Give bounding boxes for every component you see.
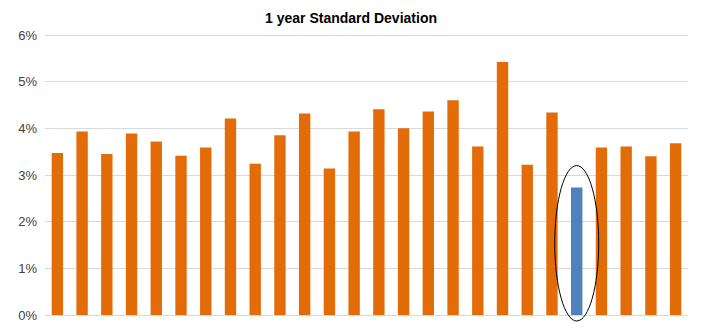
svg-text:1 year Standard Deviation: 1 year Standard Deviation [265,10,437,26]
svg-text:1%: 1% [18,261,37,276]
svg-text:2%: 2% [18,214,37,229]
svg-text:5%: 5% [18,74,37,89]
svg-text:0%: 0% [18,308,37,323]
svg-text:3%: 3% [18,168,37,183]
svg-text:4%: 4% [18,121,37,136]
svg-text:6%: 6% [18,28,37,43]
